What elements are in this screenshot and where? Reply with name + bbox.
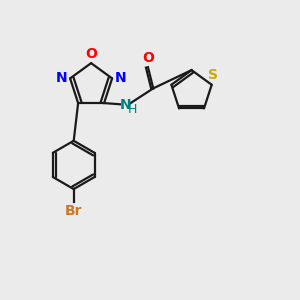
Text: N: N [119, 98, 131, 112]
Text: O: O [85, 47, 97, 61]
Text: O: O [142, 51, 154, 65]
Text: S: S [208, 68, 218, 83]
Text: Br: Br [65, 204, 82, 218]
Text: N: N [115, 71, 127, 85]
Text: N: N [56, 71, 67, 85]
Text: H: H [128, 103, 137, 116]
